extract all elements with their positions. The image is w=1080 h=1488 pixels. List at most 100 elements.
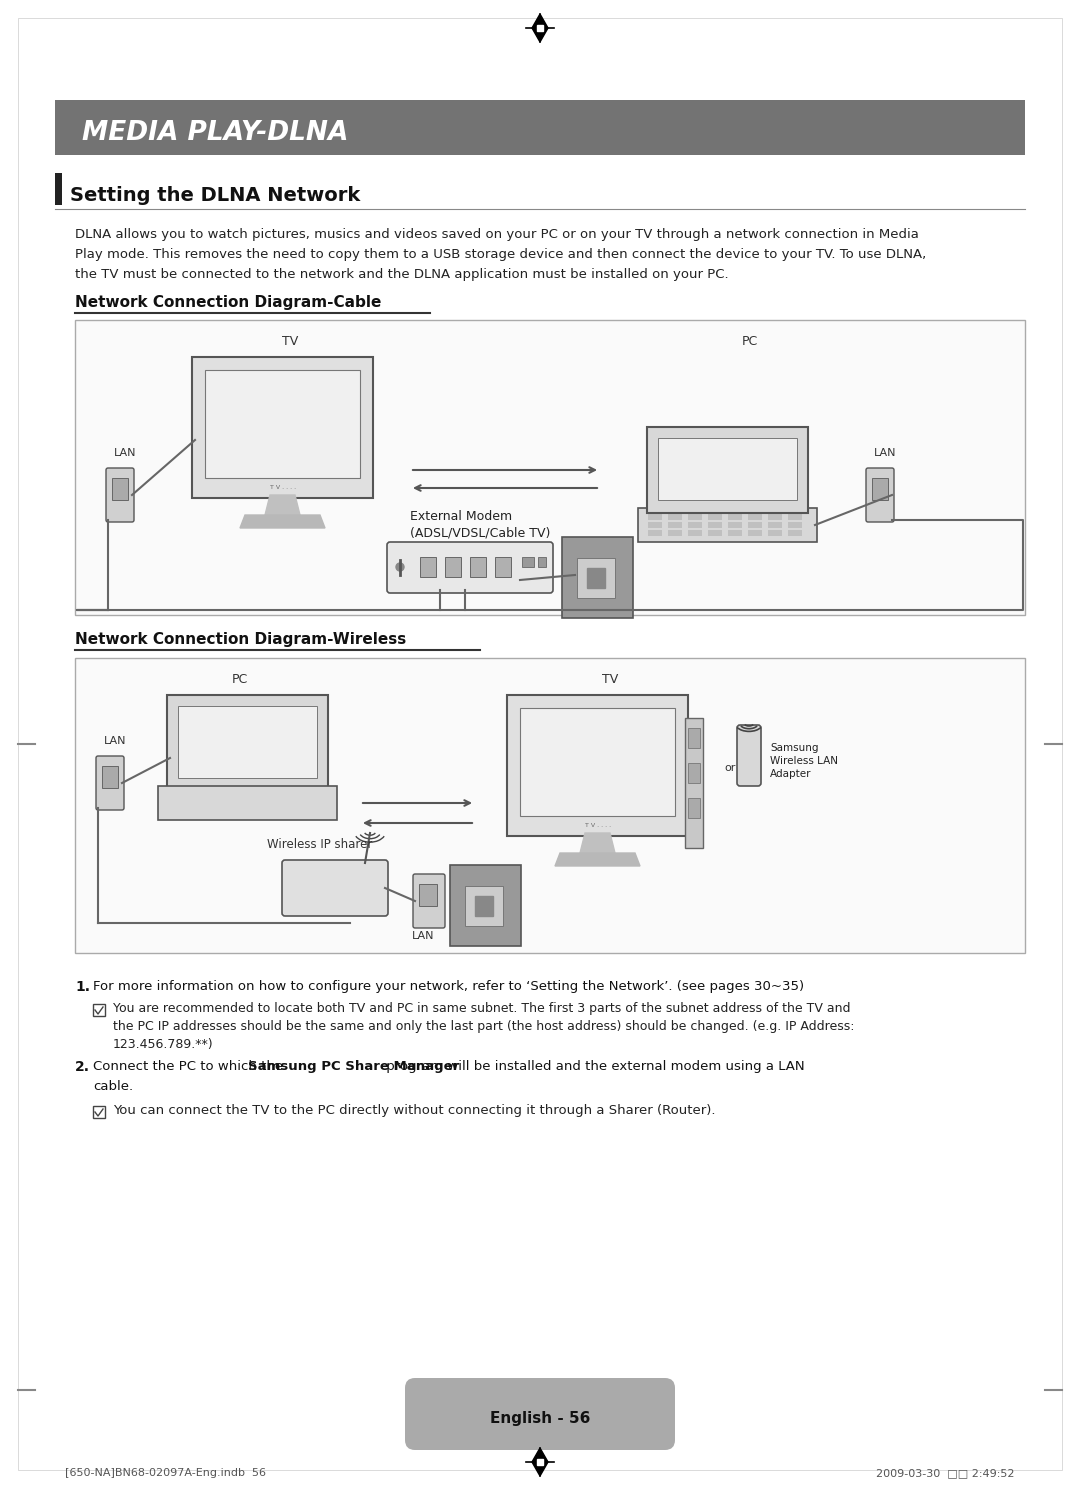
Text: or: or	[725, 763, 735, 772]
Bar	[788, 530, 802, 536]
Text: LAN: LAN	[104, 737, 126, 745]
Bar	[669, 513, 681, 519]
Bar	[788, 522, 802, 528]
FancyBboxPatch shape	[737, 725, 761, 786]
Polygon shape	[475, 896, 492, 917]
Text: Adapter: Adapter	[770, 769, 811, 780]
Text: 123.456.789.**): 123.456.789.**)	[113, 1039, 214, 1051]
Bar	[768, 530, 782, 536]
Bar	[768, 513, 782, 519]
Bar	[112, 478, 129, 500]
Text: LAN: LAN	[113, 448, 136, 458]
FancyBboxPatch shape	[106, 469, 134, 522]
Bar	[93, 1106, 105, 1117]
Bar	[728, 530, 742, 536]
Polygon shape	[532, 1448, 548, 1476]
Text: T V . . . .: T V . . . .	[270, 485, 296, 490]
Bar	[728, 513, 742, 519]
Polygon shape	[555, 853, 640, 866]
Text: Wireless IP sharer: Wireless IP sharer	[268, 838, 373, 851]
Bar	[205, 371, 360, 478]
Bar	[55, 173, 62, 205]
Text: (ADSL/VDSL/Cable TV): (ADSL/VDSL/Cable TV)	[410, 527, 551, 540]
Polygon shape	[588, 568, 605, 588]
Text: PC: PC	[742, 335, 758, 348]
Bar	[445, 557, 461, 577]
Text: cable.: cable.	[93, 1080, 133, 1094]
Text: English - 56: English - 56	[490, 1411, 590, 1426]
Polygon shape	[265, 496, 300, 515]
Text: LAN: LAN	[411, 931, 434, 940]
Text: 2009-03-30  □□ 2:49:52: 2009-03-30 □□ 2:49:52	[877, 1469, 1015, 1478]
Bar	[178, 705, 318, 778]
FancyBboxPatch shape	[562, 537, 633, 618]
Text: the TV must be connected to the network and the DLNA application must be install: the TV must be connected to the network …	[75, 268, 729, 281]
Text: Setting the DLNA Network: Setting the DLNA Network	[70, 186, 361, 205]
Text: PC: PC	[232, 673, 248, 686]
Bar	[420, 557, 436, 577]
Bar	[495, 557, 511, 577]
Text: LAN: LAN	[874, 448, 896, 458]
Text: You can connect the TV to the PC directly without connecting it through a Sharer: You can connect the TV to the PC directl…	[113, 1104, 715, 1117]
Text: You are recommended to locate both TV and PC in same subnet. The first 3 parts o: You are recommended to locate both TV an…	[113, 1001, 851, 1015]
Bar	[768, 522, 782, 528]
Bar	[465, 885, 503, 926]
Text: T V . . . .: T V . . . .	[585, 823, 611, 827]
Text: Samsung PC Share Manager: Samsung PC Share Manager	[248, 1059, 460, 1073]
Bar	[93, 1004, 105, 1016]
Bar	[669, 530, 681, 536]
Text: TV: TV	[602, 673, 618, 686]
Text: Connect the PC to which the: Connect the PC to which the	[93, 1059, 287, 1073]
Bar	[688, 728, 700, 748]
Bar	[728, 522, 742, 528]
Polygon shape	[580, 833, 615, 853]
Text: External Modem: External Modem	[410, 510, 512, 522]
FancyBboxPatch shape	[282, 860, 388, 917]
FancyBboxPatch shape	[413, 873, 445, 929]
Bar	[748, 513, 762, 519]
Bar	[519, 708, 675, 815]
Bar	[648, 513, 662, 519]
Bar	[748, 530, 762, 536]
Circle shape	[396, 562, 404, 571]
Text: Samsung: Samsung	[770, 743, 819, 753]
Bar	[669, 522, 681, 528]
Text: 2.: 2.	[75, 1059, 90, 1074]
FancyBboxPatch shape	[387, 542, 553, 594]
Polygon shape	[240, 515, 325, 528]
Bar	[102, 766, 118, 789]
FancyBboxPatch shape	[866, 469, 894, 522]
Text: [650-NA]BN68-02097A-Eng.indb  56: [650-NA]BN68-02097A-Eng.indb 56	[65, 1469, 266, 1478]
FancyBboxPatch shape	[638, 507, 816, 542]
Text: MEDIA PLAY-DLNA: MEDIA PLAY-DLNA	[82, 121, 349, 146]
Bar	[788, 513, 802, 519]
Bar	[688, 763, 700, 783]
Bar	[708, 513, 723, 519]
Bar	[688, 530, 702, 536]
Bar	[55, 100, 1025, 155]
Text: 1.: 1.	[75, 981, 90, 994]
Text: Play mode. This removes the need to copy them to a USB storage device and then c: Play mode. This removes the need to copy…	[75, 248, 927, 260]
Bar	[685, 719, 703, 848]
Bar	[872, 478, 888, 500]
Bar	[748, 522, 762, 528]
Bar	[688, 522, 702, 528]
FancyBboxPatch shape	[96, 756, 124, 809]
Bar	[470, 557, 486, 577]
Bar	[688, 513, 702, 519]
Bar	[538, 557, 546, 567]
FancyBboxPatch shape	[158, 786, 337, 820]
Text: DLNA allows you to watch pictures, musics and videos saved on your PC or on your: DLNA allows you to watch pictures, music…	[75, 228, 919, 241]
Text: program will be installed and the external modem using a LAN: program will be installed and the extern…	[381, 1059, 805, 1073]
Bar	[75, 320, 1025, 615]
Bar	[419, 884, 437, 906]
Bar	[75, 658, 1025, 952]
FancyBboxPatch shape	[192, 357, 373, 498]
Bar	[577, 558, 615, 598]
Bar	[648, 522, 662, 528]
Bar	[708, 530, 723, 536]
Polygon shape	[537, 25, 543, 31]
Text: Network Connection Diagram-Wireless: Network Connection Diagram-Wireless	[75, 632, 406, 647]
Bar	[688, 798, 700, 818]
Bar	[648, 530, 662, 536]
